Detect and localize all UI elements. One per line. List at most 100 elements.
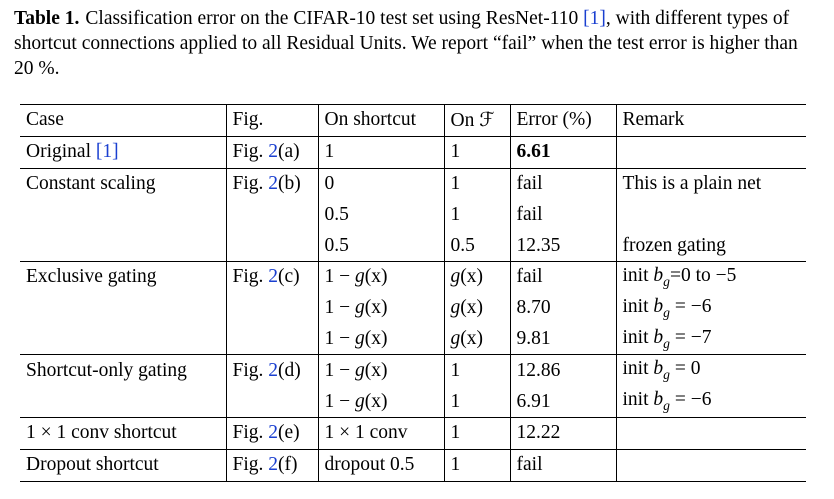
on-shortcut-value: 1	[324, 141, 335, 163]
cell-fig	[225, 323, 318, 355]
fig-number-link[interactable]: 2	[268, 266, 279, 288]
cell-remark	[615, 199, 806, 231]
cell-on-shortcut: 1	[317, 136, 444, 169]
cell-on-f: 1	[443, 386, 510, 418]
caption-citation-link[interactable]: [1]	[583, 8, 606, 29]
table-row: Dropout shortcut Fig. 2(f) dropout 0.5 1 fai…	[20, 449, 806, 482]
error-value: 8.70	[516, 297, 551, 319]
fig-suffix: (c)	[278, 266, 300, 288]
cell-remark: init bg = 0	[615, 354, 806, 387]
remark-text: This is a plain net	[622, 172, 762, 194]
cell-on-f: g(x)	[443, 261, 510, 293]
table-row: Exclusive gating Fig. 2(c) 1 − g(x) g(x) fai…	[20, 261, 806, 293]
cell-on-shortcut: 0.5	[317, 199, 444, 231]
cell-on-shortcut: dropout 0.5	[317, 449, 444, 482]
header-on-f: On ℱ	[443, 104, 510, 137]
fig-suffix: (f)	[278, 454, 298, 476]
table-body: Original [1] Fig. 2(a) 1 1 6.61 Constant scal…	[20, 136, 806, 482]
on-shortcut-value: 0.5	[324, 234, 349, 256]
on-f-value: 1	[450, 454, 461, 476]
cell-on-f: 0.5	[443, 230, 510, 262]
on-shortcut-value: dropout 0.5	[324, 454, 415, 476]
cell-error: fail	[509, 261, 616, 293]
cell-fig: Fig. 2(f)	[225, 449, 318, 482]
header-case: Case	[26, 109, 64, 131]
header-on-shortcut: On shortcut	[317, 104, 444, 137]
cell-remark: This is a plain net	[615, 168, 806, 200]
cell-case: Constant scaling	[20, 168, 226, 199]
table-row: 1 × 1 conv shortcut Fig. 2(e) 1 × 1 conv 1 1…	[20, 417, 806, 450]
cell-error: fail	[509, 199, 616, 231]
cell-on-f: 1	[443, 199, 510, 231]
cell-remark	[615, 417, 806, 450]
cell-case	[20, 324, 226, 355]
fig-prefix: Fig.	[232, 172, 269, 194]
case-label: Constant scaling	[26, 172, 156, 194]
cell-on-f: 1	[443, 449, 510, 482]
cell-on-shortcut: 1 − g(x)	[317, 261, 444, 293]
cell-error: 12.86	[509, 354, 616, 387]
fig-number-link[interactable]: 2	[268, 359, 279, 381]
case-label: Exclusive gating	[26, 266, 157, 288]
cell-case	[20, 293, 226, 324]
table-row: Shortcut-only gating Fig. 2(d) 1 − g(x) 1 12…	[20, 354, 806, 387]
cell-on-f: 1	[443, 417, 510, 450]
case-label: Dropout shortcut	[26, 454, 159, 476]
cell-on-f: g(x)	[443, 292, 510, 324]
fig-prefix: Fig.	[232, 359, 269, 381]
header-fig: Fig.	[225, 104, 318, 137]
cell-case: Shortcut-only gating	[20, 355, 226, 386]
cell-on-shortcut: 1 − g(x)	[317, 354, 444, 387]
table-row: Original [1] Fig. 2(a) 1 1 6.61	[20, 136, 806, 169]
header-error: Error (%)	[509, 104, 616, 137]
on-shortcut-value: 1 − g(x)	[324, 297, 388, 319]
case-citation-link[interactable]: [1]	[95, 141, 119, 163]
table-row: 1 − g(x) g(x) 8.70 init bg = −6	[20, 292, 806, 324]
on-f-value: 1	[450, 422, 461, 444]
caption-text-before-ref: Classification error on the CIFAR-10 tes…	[85, 8, 584, 29]
on-f-value: 1	[450, 203, 461, 225]
on-shortcut-value: 0	[324, 172, 335, 194]
on-shortcut-value: 0.5	[324, 203, 349, 225]
cell-case	[20, 230, 226, 261]
cell-on-f: 1	[443, 168, 510, 200]
cell-remark: init bg = −6	[615, 292, 806, 324]
table-row: 1 − g(x) g(x) 9.81 init bg = −7	[20, 323, 806, 355]
fig-suffix: (e)	[278, 422, 300, 444]
cell-fig	[225, 386, 318, 418]
cell-on-f: 1	[443, 354, 510, 387]
fig-number-link[interactable]: 2	[268, 454, 279, 476]
case-label: 1 × 1 conv shortcut	[26, 422, 177, 444]
on-shortcut-value: 1 − g(x)	[324, 359, 388, 381]
fig-number-link[interactable]: 2	[268, 141, 279, 163]
cell-fig: Fig. 2(c)	[225, 261, 318, 293]
cell-error: fail	[509, 449, 616, 482]
remark-text: init bg = 0	[622, 358, 701, 383]
fig-number-link[interactable]: 2	[268, 172, 279, 194]
cell-fig	[225, 292, 318, 324]
table-caption: Table 1. Classification error on the CIFA…	[14, 6, 820, 81]
cell-error: 12.35	[509, 230, 616, 262]
cell-on-shortcut: 1 − g(x)	[317, 386, 444, 418]
table-row: 0.5 1 fail	[20, 199, 806, 231]
fig-suffix: (a)	[278, 141, 300, 163]
fig-prefix: Fig.	[232, 422, 269, 444]
header-remark: Remark	[615, 104, 806, 137]
on-shortcut-value: 1 − g(x)	[324, 390, 388, 412]
cell-on-f: 1	[443, 136, 510, 169]
table-row: 0.5 0.5 12.35 frozen gating	[20, 230, 806, 262]
cell-error: 6.61	[509, 136, 616, 169]
error-value: 12.22	[516, 422, 561, 444]
caption-text-after-ref: , with different types of shortcut conne…	[14, 8, 798, 79]
cell-fig: Fig. 2(e)	[225, 417, 318, 450]
fig-number-link[interactable]: 2	[268, 422, 279, 444]
cell-on-shortcut: 1 − g(x)	[317, 292, 444, 324]
cell-error: 9.81	[509, 323, 616, 355]
on-shortcut-value: 1 − g(x)	[324, 266, 388, 288]
cell-remark: init bg = −7	[615, 323, 806, 355]
on-f-value: g(x)	[450, 297, 484, 319]
error-value: 9.81	[516, 327, 551, 349]
fig-prefix: Fig.	[232, 266, 269, 288]
cell-fig	[225, 230, 318, 262]
cell-case: Exclusive gating	[20, 261, 226, 292]
